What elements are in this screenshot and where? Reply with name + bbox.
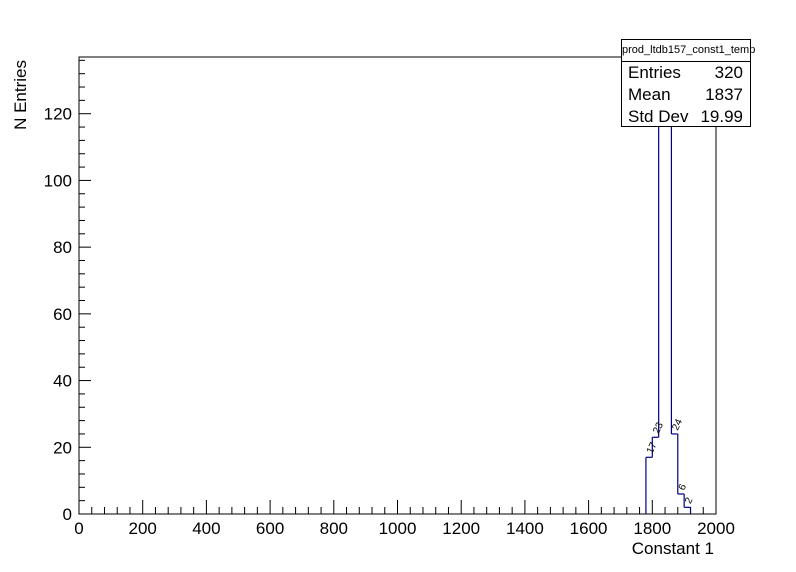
stats-box: prod_ltdb157_const1_temp Entries 320 Mea…: [621, 39, 755, 128]
x-tick-label: 1200: [442, 519, 480, 538]
stddev-value: 19.99: [700, 107, 743, 126]
entries-label: Entries: [628, 63, 681, 82]
y-tick-label: 120: [44, 105, 72, 124]
y-tick-label: 20: [53, 438, 72, 457]
x-axis-title: Constant 1: [632, 539, 714, 558]
entries-value: 320: [714, 63, 743, 82]
x-tick-label: 400: [192, 519, 220, 538]
x-tick-label: 600: [256, 519, 284, 538]
stats-row-mean: Mean 1837: [622, 84, 750, 106]
x-tick-label: 1400: [506, 519, 544, 538]
bin-value-label: 2: [683, 496, 696, 506]
stats-row-entries: Entries 320: [622, 62, 750, 84]
x-tick-label: 1800: [633, 519, 671, 538]
x-tick-label: 1600: [570, 519, 608, 538]
x-tick-label: 800: [320, 519, 348, 538]
bin-value-labels: 17 23 24 6 2: [645, 417, 696, 506]
bin-value-label: 17: [645, 440, 660, 455]
y-tick-label: 100: [44, 171, 72, 190]
stats-title: prod_ltdb157_const1_temp: [622, 40, 755, 62]
x-tick-label: 0: [74, 519, 83, 538]
stats-row-stddev: Std Dev 19.99: [622, 106, 750, 128]
y-tick-label: 80: [53, 238, 72, 257]
x-tick-label: 2000: [697, 519, 735, 538]
mean-label: Mean: [628, 85, 671, 104]
y-tick-label: 40: [53, 372, 72, 391]
stddev-label: Std Dev: [628, 107, 689, 126]
y-axis-title: N Entries: [11, 60, 30, 130]
y-tick-label: 60: [53, 305, 72, 324]
x-tick-label: 200: [129, 519, 157, 538]
axes: 0 200 400 600 800 1000 1200 1400 1600 1800 2000 0 20…: [44, 56, 735, 538]
bin-value-label: 23: [651, 420, 666, 435]
x-tick-label: 1000: [379, 519, 417, 538]
y-tick-label: 0: [63, 505, 72, 524]
mean-value: 1837: [705, 85, 743, 104]
bin-value-label: 6: [677, 482, 690, 492]
bin-value-label: 24: [670, 417, 685, 432]
